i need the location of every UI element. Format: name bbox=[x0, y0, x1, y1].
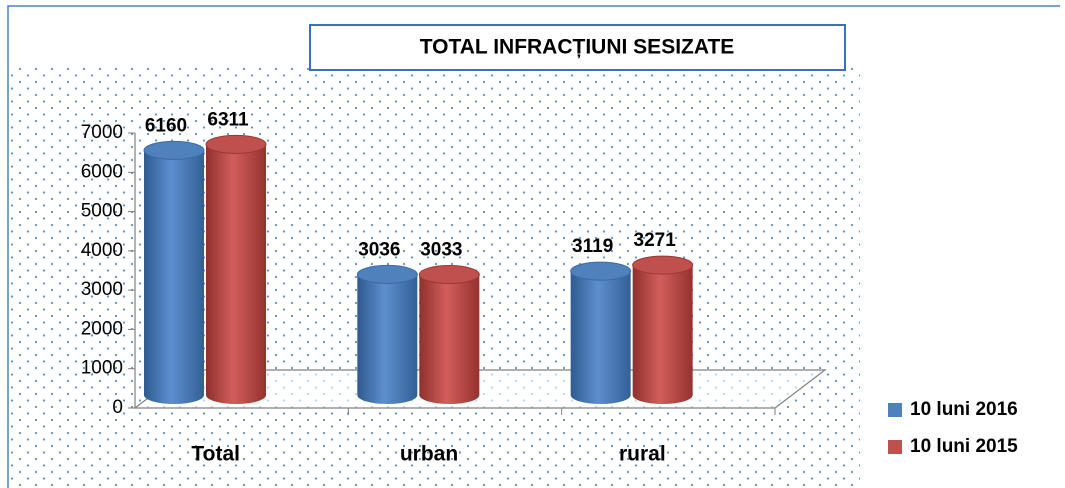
cylinder bbox=[419, 274, 480, 404]
y-tick-label: 3000 bbox=[81, 279, 123, 300]
y-tick-label: 5000 bbox=[81, 201, 123, 222]
y-tick-label: 7000 bbox=[81, 122, 123, 143]
value-label: 3036 bbox=[358, 239, 400, 260]
cylinder-top bbox=[632, 255, 694, 275]
cylinder-top bbox=[143, 140, 205, 160]
cylinder bbox=[632, 265, 693, 404]
title-box bbox=[309, 24, 846, 71]
value-label: 3271 bbox=[634, 230, 677, 251]
legend-label: 10 luni 2015 bbox=[910, 436, 1018, 457]
cylinder bbox=[144, 150, 204, 404]
legend-swatch bbox=[888, 403, 902, 417]
y-tick-label: 1000 bbox=[81, 358, 123, 379]
cylinder bbox=[570, 271, 631, 404]
frame bbox=[7, 5, 1060, 488]
cylinder-top bbox=[356, 264, 418, 284]
legend-label: 10 luni 2016 bbox=[910, 399, 1018, 420]
value-label: 6160 bbox=[145, 115, 187, 136]
y-tick-label: 6000 bbox=[81, 161, 123, 182]
cylinder-top bbox=[570, 261, 632, 281]
legend-swatch bbox=[888, 440, 902, 454]
chart-title: TOTAL INFRACȚIUNI SESIZATE bbox=[420, 36, 735, 59]
x-tick-label: Total bbox=[191, 443, 240, 466]
value-label: 6311 bbox=[207, 109, 249, 130]
cylinder-top bbox=[418, 265, 480, 285]
cylinder bbox=[357, 274, 418, 404]
cylinder bbox=[206, 144, 266, 404]
y-tick-label: 0 bbox=[112, 397, 123, 418]
cylinder-top bbox=[205, 134, 267, 154]
x-tick-label: urban bbox=[400, 443, 458, 466]
y-tick-label: 4000 bbox=[81, 240, 123, 261]
x-tick-label: rural bbox=[619, 443, 666, 466]
value-label: 3033 bbox=[420, 240, 462, 261]
value-label: 3119 bbox=[572, 236, 613, 257]
y-tick-label: 2000 bbox=[81, 318, 123, 339]
